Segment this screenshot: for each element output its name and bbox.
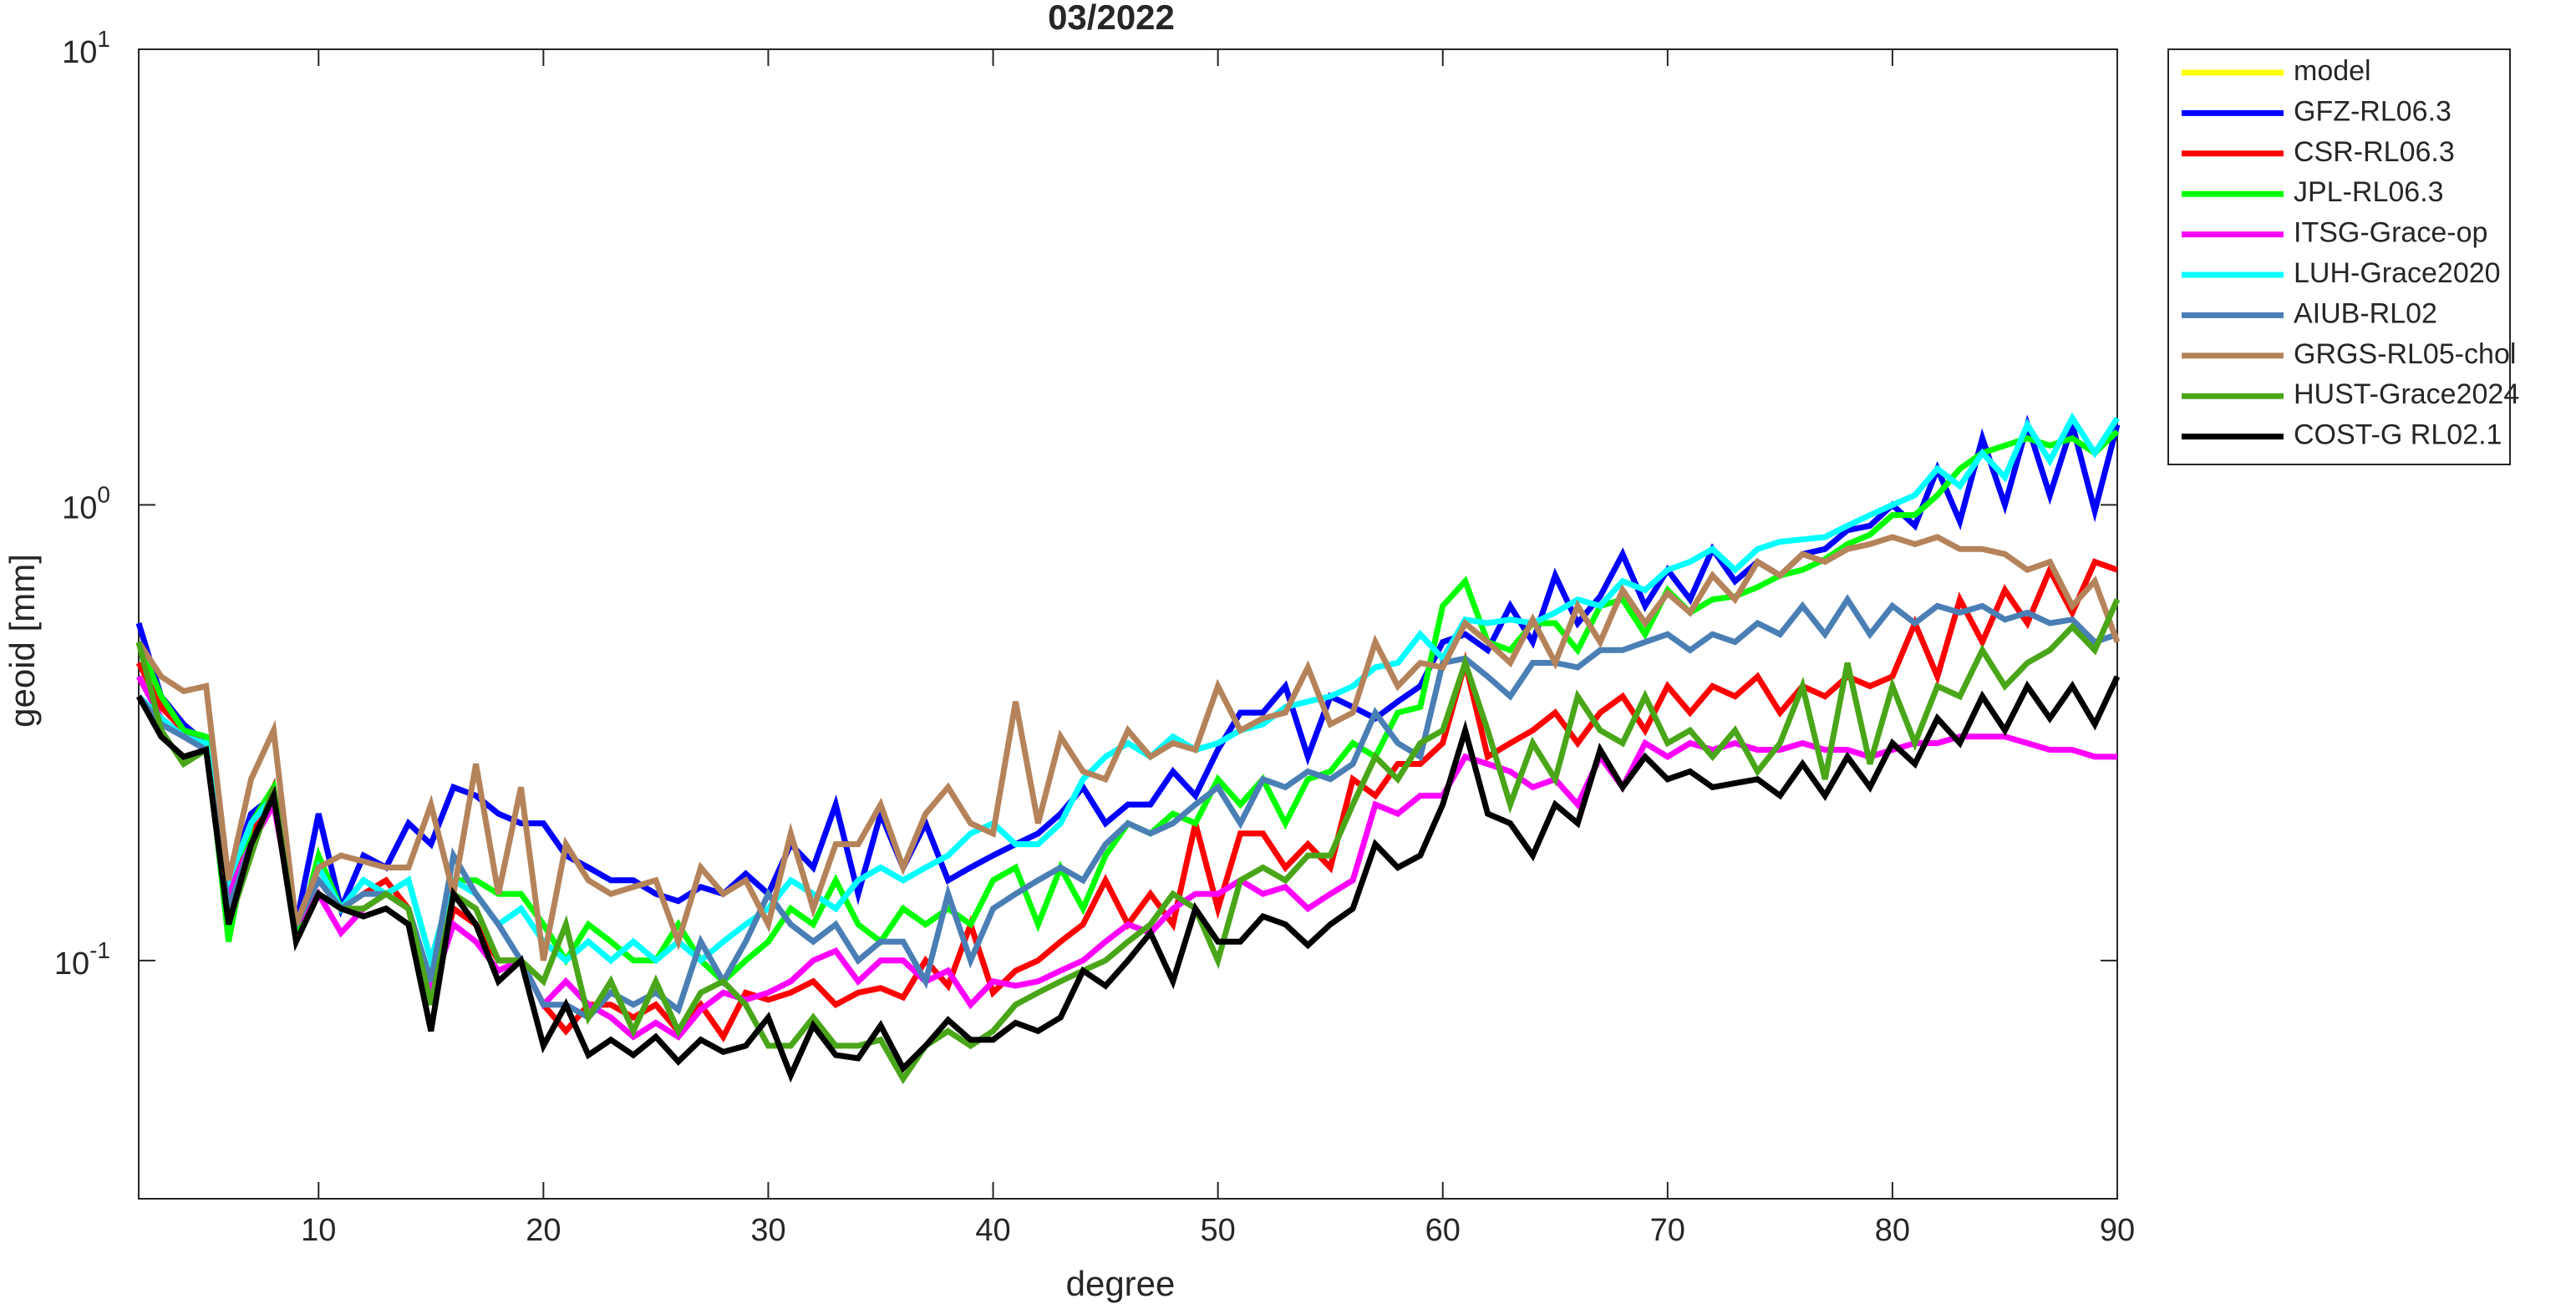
x-tick-label: 30: [750, 1213, 785, 1248]
y-tick-exponent: 0: [97, 482, 110, 508]
x-tick-label: 80: [1875, 1213, 1910, 1248]
legend-label: JPL-RL06.3: [2294, 176, 2444, 208]
series-line: [135, 675, 2117, 1041]
y-tick-base: 10: [62, 35, 97, 70]
x-tick-label: 70: [1650, 1213, 1685, 1248]
legend-label: GRGS-RL05-chol: [2294, 338, 2516, 370]
legend-label: CSR-RL06.3: [2294, 136, 2455, 168]
series-line: [135, 675, 2121, 1083]
series-line: [135, 598, 2121, 1084]
x-tick-label: 40: [975, 1213, 1010, 1248]
x-tick-label: 50: [1200, 1213, 1235, 1248]
legend-label: model: [2294, 55, 2371, 87]
series-line: [136, 534, 2121, 961]
y-tick-label: 101: [62, 26, 110, 70]
legend-label: ITSG-Grace-op: [2294, 217, 2487, 249]
x-tick-label: 20: [526, 1213, 561, 1248]
x-tick-label: 10: [301, 1213, 336, 1248]
legend-label: AIUB-RL02: [2294, 297, 2437, 329]
y-tick-label: 100: [62, 482, 110, 526]
y-tick-exponent: -1: [89, 937, 110, 963]
series-line: [136, 412, 2120, 972]
x-axis-label: degree: [1066, 1264, 1176, 1303]
legend-label: GFZ-RL06.3: [2294, 95, 2452, 127]
y-tick-base: 10: [54, 946, 89, 982]
x-tick-label: 60: [1425, 1213, 1461, 1248]
y-tick-base: 10: [62, 490, 97, 525]
legend-label: LUH-Grace2020: [2294, 257, 2501, 289]
x-tick-label: 90: [2100, 1213, 2135, 1248]
series-line: [136, 594, 2119, 1022]
legend-label: COST-G RL02.1: [2294, 419, 2502, 451]
legend-label: HUST-Grace2024: [2294, 378, 2519, 410]
y-tick-exponent: 1: [97, 26, 110, 52]
chart-title: 03/2022: [1048, 0, 1175, 37]
y-axis-label: geoid [mm]: [3, 554, 42, 728]
y-tick-label: 10-1: [54, 937, 110, 982]
